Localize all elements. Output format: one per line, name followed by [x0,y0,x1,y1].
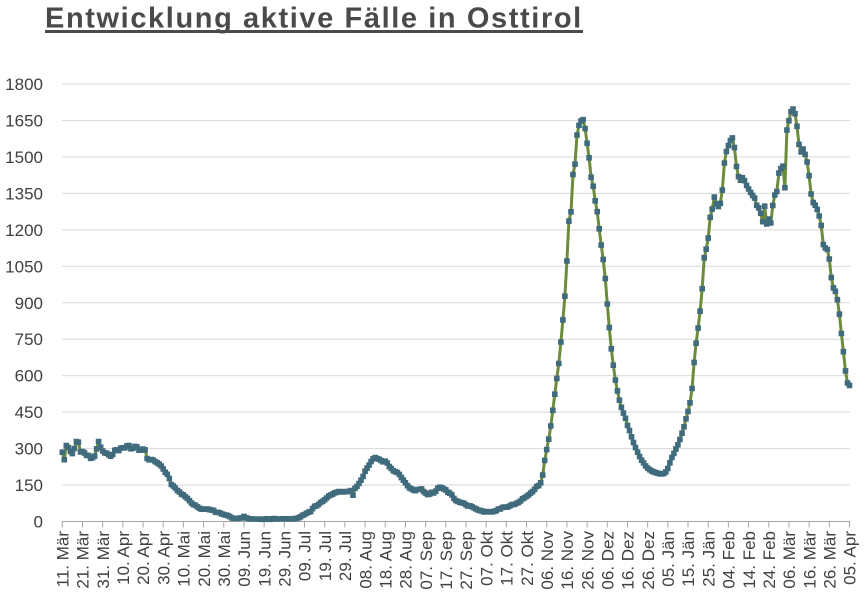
svg-text:05. Jän: 05. Jän [659,531,678,587]
svg-text:1800: 1800 [5,75,43,94]
svg-text:11. Mär: 11. Mär [54,531,73,588]
svg-text:900: 900 [15,294,43,313]
svg-text:24. Feb: 24. Feb [760,531,779,589]
svg-text:16. Mär: 16. Mär [800,531,819,589]
svg-text:04. Feb: 04. Feb [720,531,739,589]
svg-text:27. Sep: 27. Sep [457,531,476,590]
svg-text:21. Mär: 21. Mär [74,531,93,589]
svg-text:09. Jun: 09. Jun [235,531,254,587]
svg-text:29. Jun: 29. Jun [276,531,295,587]
svg-text:19. Jul: 19. Jul [316,531,335,581]
svg-text:26. Nov: 26. Nov [578,531,597,590]
svg-text:Entwicklung aktive Fälle in Os: Entwicklung aktive Fälle in Osttirol [45,3,583,35]
svg-text:08. Aug: 08. Aug [356,531,375,589]
svg-text:26. Dez: 26. Dez [639,531,658,590]
svg-text:20. Mai: 20. Mai [195,531,214,587]
svg-text:1650: 1650 [5,112,43,131]
svg-text:15. Jän: 15. Jän [679,531,698,587]
svg-text:17. Sep: 17. Sep [437,531,456,590]
svg-text:06. Nov: 06. Nov [538,531,557,590]
svg-text:1200: 1200 [5,221,43,240]
svg-text:17. Okt: 17. Okt [498,531,517,586]
svg-text:30. Apr: 30. Apr [154,531,173,585]
svg-text:1350: 1350 [5,184,43,203]
svg-text:06. Dez: 06. Dez [598,531,617,590]
svg-text:16. Nov: 16. Nov [558,531,577,590]
svg-text:25. Jän: 25. Jän [699,531,718,587]
svg-text:14. Feb: 14. Feb [740,531,759,589]
svg-text:07. Okt: 07. Okt [477,531,496,586]
svg-text:05. Apr: 05. Apr [841,531,860,585]
svg-text:31. Mär: 31. Mär [94,531,113,589]
svg-text:27. Okt: 27. Okt [518,531,537,586]
svg-text:600: 600 [15,367,43,386]
svg-text:19. Jun: 19. Jun [255,531,274,587]
svg-text:18. Aug: 18. Aug [376,531,395,589]
svg-text:28. Aug: 28. Aug [397,531,416,589]
svg-text:450: 450 [15,403,43,422]
svg-text:06. Mär: 06. Mär [780,531,799,589]
svg-text:29. Jul: 29. Jul [336,531,355,581]
svg-text:750: 750 [15,330,43,349]
svg-text:16. Dez: 16. Dez [619,531,638,590]
svg-text:10. Apr: 10. Apr [114,531,133,585]
svg-text:1050: 1050 [5,257,43,276]
svg-text:1500: 1500 [5,148,43,167]
svg-text:150: 150 [15,476,43,495]
svg-text:20. Apr: 20. Apr [134,531,153,585]
svg-text:30. Mai: 30. Mai [215,531,234,587]
svg-text:26. Mär: 26. Mär [821,531,840,589]
svg-text:07. Sep: 07. Sep [417,531,436,590]
svg-text:300: 300 [15,440,43,459]
svg-text:0: 0 [34,513,43,532]
svg-text:10. Mai: 10. Mai [175,531,194,587]
svg-text:09. Jul: 09. Jul [296,531,315,581]
